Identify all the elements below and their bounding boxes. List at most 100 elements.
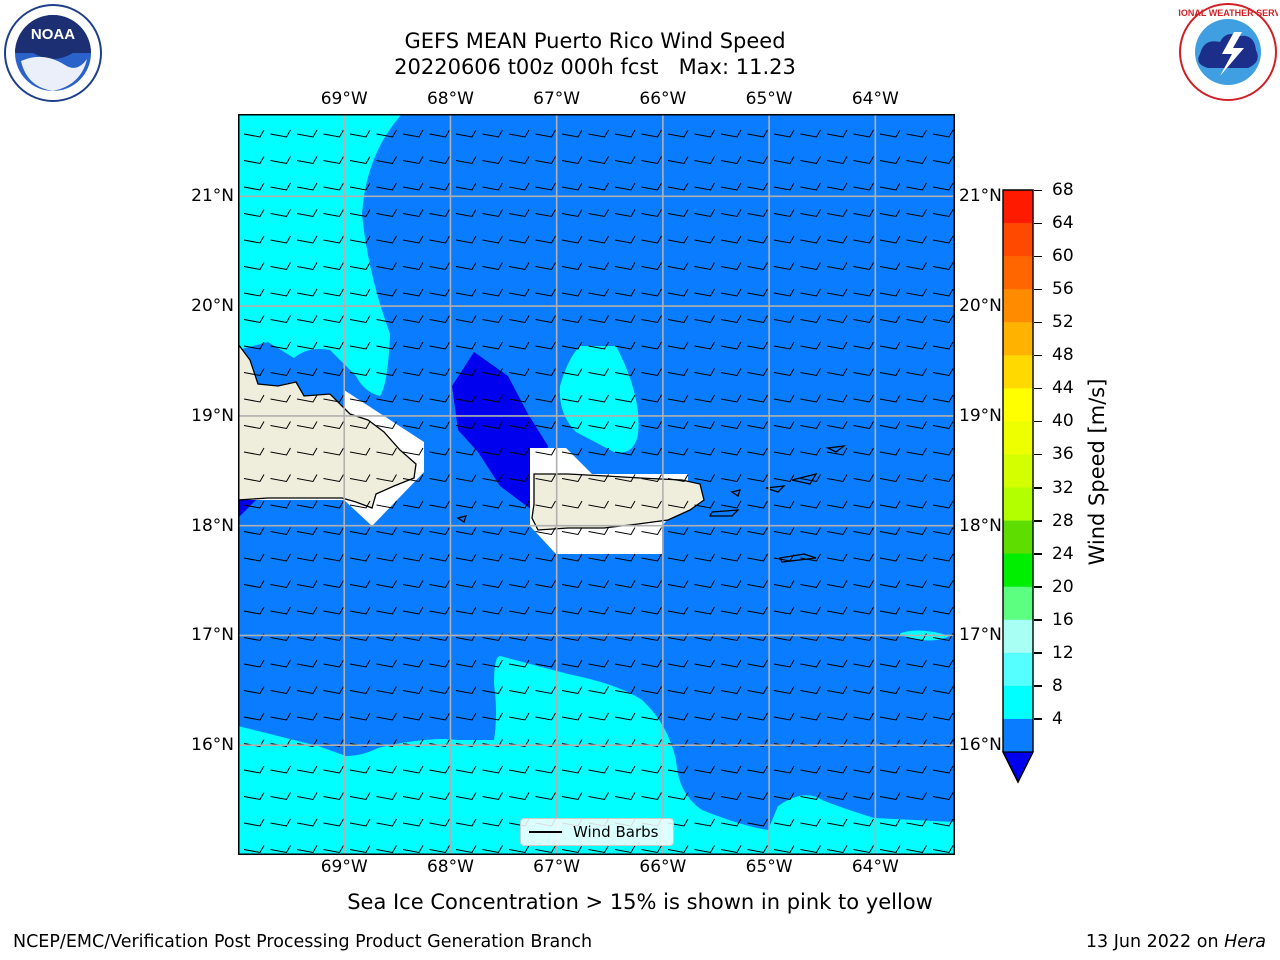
wind-barb: [800, 527, 821, 536]
wind-barb: [614, 129, 636, 138]
wind-barb: [694, 553, 715, 562]
wind-barb: [694, 156, 715, 165]
wind-barb: [482, 288, 503, 297]
wind-barb: [932, 818, 954, 827]
wind-barb: [243, 527, 265, 536]
wind-barb: [243, 156, 265, 165]
wind-barb: [694, 845, 715, 854]
wind-barb: [800, 262, 821, 271]
wind-barb: [296, 315, 318, 324]
wind-barb: [932, 712, 954, 721]
colorbar-tick-label: 36: [1052, 444, 1074, 465]
wind-barb: [270, 262, 291, 271]
wind-barb: [747, 182, 768, 191]
wind-barb: [614, 156, 636, 165]
wind-barb: [694, 792, 715, 801]
wind-barb: [323, 606, 344, 615]
map-panel: [238, 114, 955, 855]
wind-barb: [853, 235, 874, 244]
wind-barb: [455, 500, 477, 509]
lon-label-bottom: 65°W: [745, 857, 793, 877]
wind-barb: [349, 527, 371, 536]
map-legend: Wind Barbs: [520, 818, 674, 846]
wind-barb: [270, 606, 291, 615]
colorbar-segment: [1003, 619, 1033, 654]
wind-barb: [508, 341, 530, 350]
wind-barb: [296, 129, 318, 138]
wind-barb: [826, 792, 848, 801]
wind-barb: [323, 368, 344, 377]
wind-barb: [349, 315, 371, 324]
wind-barb: [800, 659, 821, 668]
wind-barb: [455, 765, 477, 774]
lon-label-top: 68°W: [426, 89, 474, 109]
wind-barb: [482, 818, 503, 827]
wind-barb: [720, 129, 742, 138]
wind-barb: [455, 527, 477, 536]
noaa-logo-text: NOAA: [31, 26, 75, 43]
wind-barb: [826, 712, 848, 721]
wind-barb: [243, 209, 265, 218]
wind-barb: [906, 421, 927, 430]
wind-barb: [561, 341, 583, 350]
wind-barb: [482, 765, 503, 774]
wind-barb: [694, 341, 715, 350]
wind-barb: [296, 792, 318, 801]
wind-barb: [323, 500, 344, 509]
wind-barb: [932, 447, 954, 456]
wind-barb: [402, 765, 424, 774]
wind-barb: [694, 659, 715, 668]
wind-barb: [641, 553, 662, 562]
wind-barb: [667, 182, 689, 191]
wind-barb: [535, 394, 556, 403]
wind-barb: [508, 315, 530, 324]
wind-barb: [535, 712, 556, 721]
wind-barb: [800, 818, 821, 827]
wind-barb: [561, 792, 583, 801]
wind-barb: [906, 182, 927, 191]
wind-barb: [667, 527, 689, 536]
wind-barb: [270, 527, 291, 536]
colorbar-tick-label: 48: [1052, 345, 1074, 366]
wind-barb: [826, 315, 848, 324]
wind-barb: [535, 447, 556, 456]
wind-barb: [800, 447, 821, 456]
wind-barb: [561, 182, 583, 191]
wind-barb: [323, 129, 344, 138]
wind-barb: [853, 129, 874, 138]
wind-barb: [853, 447, 874, 456]
colorbar-tick-label: 40: [1052, 411, 1074, 432]
wind-barb: [349, 156, 371, 165]
wind-barb: [535, 659, 556, 668]
footer-branch: NCEP/EMC/Verification Post Processing Pr…: [13, 932, 593, 952]
wind-barb: [694, 368, 715, 377]
wind-barb: [402, 686, 424, 695]
wind-barb: [720, 659, 742, 668]
wind-barb: [694, 474, 715, 483]
wind-barb: [641, 129, 662, 138]
wind-barb: [429, 606, 450, 615]
wind-barb: [694, 818, 715, 827]
colorbar-segment: [1003, 718, 1033, 753]
wind-barb: [667, 712, 689, 721]
wind-barb: [535, 129, 556, 138]
wind-barb: [376, 792, 397, 801]
wind-barb: [482, 580, 503, 589]
wind-barb: [296, 712, 318, 721]
wind-barb: [747, 421, 768, 430]
wind-barb: [243, 368, 265, 377]
wind-barb: [773, 792, 795, 801]
wind-barb: [747, 606, 768, 615]
wind-barb: [773, 474, 795, 483]
wind-barb: [270, 500, 291, 509]
wind-barb: [879, 553, 901, 562]
wind-barb: [270, 182, 291, 191]
wind-barb: [588, 606, 609, 615]
wind-barb: [932, 182, 954, 191]
wind-barb: [402, 341, 424, 350]
wind-barb: [641, 394, 662, 403]
wind-barb: [641, 845, 662, 854]
wind-barb: [402, 500, 424, 509]
wind-barb: [429, 315, 450, 324]
wind-barb: [641, 182, 662, 191]
